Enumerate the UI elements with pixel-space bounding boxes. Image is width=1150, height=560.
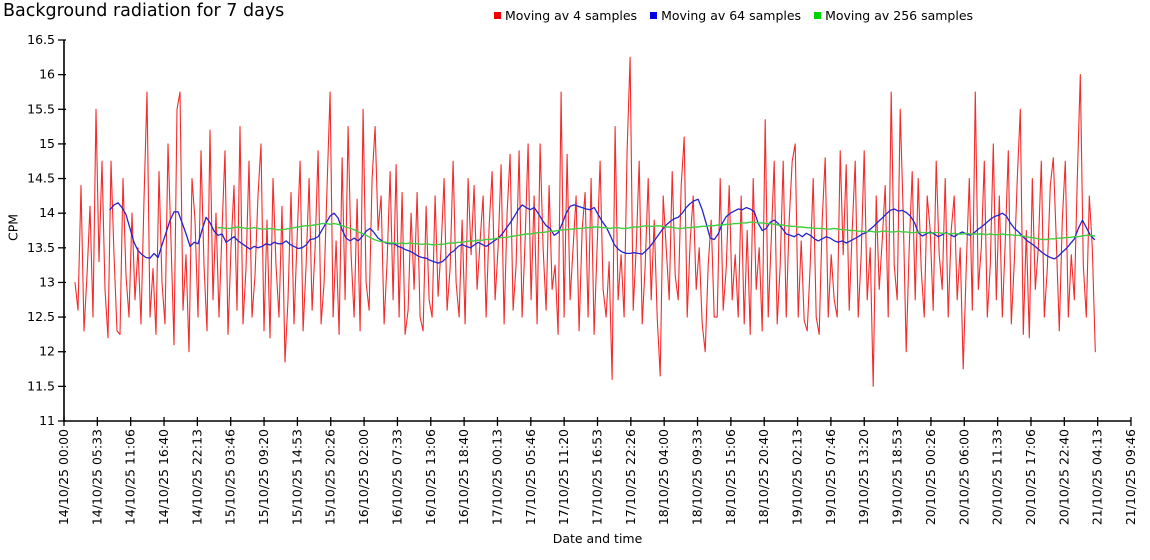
legend-item-moving-av-256-samples: Moving av 256 samples [814,8,973,23]
x-tick-label: 16/10/25 18:40 [456,429,471,525]
chart-title: Background radiation for 7 days [3,1,285,21]
x-tick-label: 17/10/25 00:13 [489,429,504,525]
y-tick-label: 13.5 [27,240,55,255]
legend-swatch-icon [814,12,822,19]
x-tick-label: 16/10/25 02:00 [356,429,371,525]
legend-item-moving-av-64-samples: Moving av 64 samples [650,8,801,23]
x-tick-label: 19/10/25 13:20 [856,429,871,525]
y-tick-label: 16.5 [27,32,55,47]
legend-label: Moving av 64 samples [661,8,802,23]
y-tick-label: 12.5 [27,309,55,324]
legend-swatch-icon [650,12,658,19]
y-tick-label: 15 [39,136,55,151]
x-tick-label: 16/10/25 13:06 [423,429,438,525]
legend-label: Moving av 256 samples [825,8,974,23]
x-tick-label: 18/10/25 09:33 [690,429,705,525]
y-tick-label: 16 [39,67,55,82]
x-tick-label: 20/10/25 06:00 [956,429,971,525]
y-tick-label: 12 [39,344,55,359]
legend-swatch-icon [494,12,501,19]
x-tick-label: 18/10/25 04:00 [656,429,671,525]
x-tick-label: 17/10/25 05:46 [523,429,538,525]
x-tick-label: 17/10/25 22:26 [623,429,638,525]
x-tick-label: 14/10/25 16:40 [156,429,171,525]
x-tick-label: 15/10/25 14:53 [289,429,304,525]
x-tick-label: 20/10/25 11:33 [990,429,1005,525]
legend-item-moving-av-4-samples: Moving av 4 samples [494,8,637,23]
y-tick-label: 14.5 [27,171,55,186]
series-line-moving-av-4-samples [74,56,1096,387]
x-tick-label: 17/10/25 16:53 [589,429,604,525]
x-tick-label: 19/10/25 07:46 [823,429,838,525]
series-line-moving-av-256-samples [217,221,1096,246]
series-line-moving-av-64-samples [109,198,1096,264]
x-tick-label: 21/10/25 04:13 [1090,429,1105,525]
x-tick-label: 20/10/25 17:06 [1023,429,1038,525]
y-tick-label: 15.5 [27,101,55,116]
x-tick-label: 17/10/25 11:20 [556,429,571,525]
x-tick-label: 20/10/25 22:40 [1056,429,1071,525]
chart-legend: Moving av 4 samples Moving av 64 samples M… [494,8,973,23]
x-tick-label: 14/10/25 00:00 [56,429,71,525]
x-tick-label: 14/10/25 11:06 [123,429,138,525]
x-tick-label: 15/10/25 09:20 [256,429,271,525]
x-axis-title: Date and time [552,531,643,546]
y-axis-title: CPM [5,213,21,242]
x-tick-label: 19/10/25 02:13 [790,429,805,525]
x-tick-label: 15/10/25 20:26 [323,429,338,525]
x-tick-label: 15/10/25 03:46 [223,429,238,525]
x-tick-label: 19/10/25 18:53 [890,429,905,525]
x-tick-label: 18/10/25 20:40 [756,429,771,525]
y-tick-label: 11.5 [27,378,55,393]
x-tick-label: 21/10/25 09:46 [1123,429,1138,525]
x-tick-label: 14/10/25 22:13 [189,429,204,525]
x-tick-label: 14/10/25 05:33 [89,429,104,525]
legend-label: Moving av 4 samples [505,8,638,23]
x-tick-label: 16/10/25 07:33 [389,429,404,525]
x-tick-label: 18/10/25 15:06 [723,429,738,525]
y-tick-label: 13 [39,274,55,289]
y-tick-label: 11 [39,413,55,428]
y-tick-label: 14 [39,205,55,220]
x-tick-label: 20/10/25 00:26 [923,429,938,525]
